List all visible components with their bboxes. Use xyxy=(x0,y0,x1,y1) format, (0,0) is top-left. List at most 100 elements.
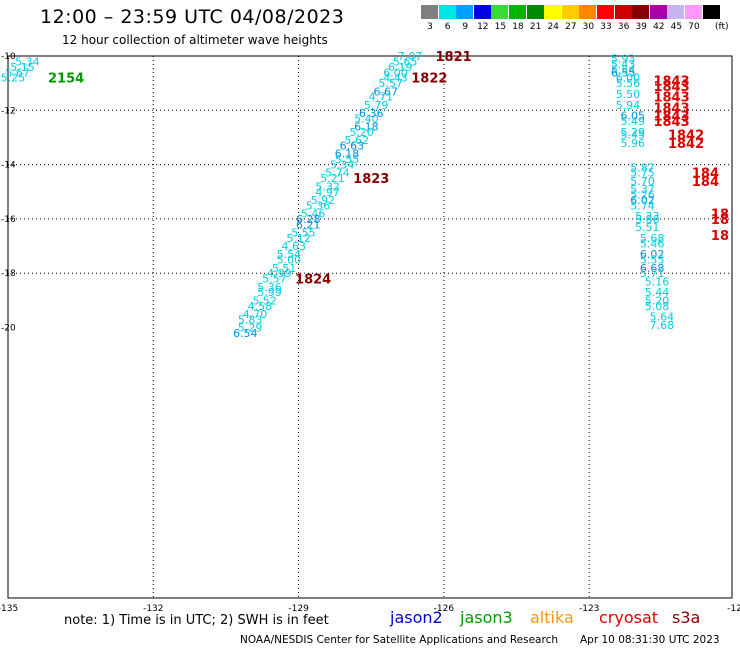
swh-value: 5.26 xyxy=(630,188,655,201)
swh-value: 4.97 xyxy=(315,186,340,199)
pass-time-label: 1843 xyxy=(653,115,689,130)
lat-tick-label: -18 xyxy=(1,269,16,279)
pass-time-label: 1843 xyxy=(653,80,689,95)
legend-label: 70 xyxy=(688,22,700,32)
swh-value: 6.63 xyxy=(340,140,365,153)
swh-value: 5.49 xyxy=(621,115,646,128)
swh-value: 6.18 xyxy=(335,148,360,161)
legend-label: 33 xyxy=(600,22,612,32)
legend-swatch xyxy=(561,5,579,19)
pass-time-label: 2154 xyxy=(48,72,84,87)
swh-value: 6.28 xyxy=(296,213,321,226)
legend-swatch xyxy=(544,5,562,19)
swh-value: 4.63 xyxy=(282,240,307,253)
swh-value: 5.70 xyxy=(630,175,655,188)
swh-value: 5.54 xyxy=(277,248,302,261)
swh-value: 5.40 xyxy=(354,112,379,125)
pass-time-label: 1843 xyxy=(653,110,689,125)
legend-label: 42 xyxy=(653,22,665,32)
swh-value: 6.05 xyxy=(621,110,646,123)
swh-value: 5.00 xyxy=(277,254,302,267)
altimeter-tracks: 5.345.155.675.25 21547.075.656.196.004.43… xyxy=(1,50,729,340)
swh-value: 5.55 xyxy=(640,254,665,267)
swh-value: 6.68 xyxy=(640,262,665,275)
swh-value: 5.36 xyxy=(306,199,331,212)
legend-label: 39 xyxy=(635,22,647,32)
lat-tick-label: -16 xyxy=(1,215,16,225)
swh-value: 5.74 xyxy=(325,167,350,180)
pass-time-label: 1843 xyxy=(653,91,689,106)
swh-value: 5.44 xyxy=(645,286,670,299)
swh-value: 5.57 xyxy=(378,77,403,90)
pass-time-label: 1842 xyxy=(668,129,704,144)
swh-value: 6.21 xyxy=(296,218,321,231)
pass-time-label: 184 xyxy=(692,167,719,182)
swh-value: 5.32 xyxy=(315,180,340,193)
map-gridlines xyxy=(8,56,732,598)
swh-value: 5.29 xyxy=(238,322,263,335)
legend-label: 18 xyxy=(512,22,524,32)
axis-tick-labels: -135 -132 -129 -126 -123 -12 -10 -12 -14 -16 -18 -2… xyxy=(0,52,740,614)
legend-swatch xyxy=(685,5,702,19)
swh-value: 5.37 xyxy=(630,183,655,196)
swh-value: 6.54 xyxy=(233,327,258,340)
pass-time-label: 18 xyxy=(711,213,729,228)
legend-label: 36 xyxy=(617,22,630,32)
pass-time-label: 1824 xyxy=(295,273,331,288)
credit-text: NOAA/NESDIS Center for Satellite Applica… xyxy=(240,634,558,646)
swh-value: 6.67 xyxy=(374,85,399,98)
generated-timestamp: Apr 10 08:31:30 UTC 2023 xyxy=(580,634,720,646)
swh-value: 6.55 xyxy=(611,66,636,79)
swh-value: 5.55 xyxy=(291,226,316,239)
swh-value: 5.94 xyxy=(616,99,641,112)
swh-value: 5.36 xyxy=(257,281,282,294)
pass-time-label: 1843 xyxy=(653,102,689,117)
track-right-lower: 5.875.755.705.375.266.025.745.235.865.51… xyxy=(630,161,729,331)
swh-value: 5.08 xyxy=(645,300,670,313)
swh-value: 5.29 xyxy=(621,126,646,139)
pass-time-label: 184 xyxy=(692,175,719,190)
track-right-upper: 5.935.435.546.556.005.565.505.946.055.49… xyxy=(611,53,704,152)
swh-value: 5.86 xyxy=(635,213,660,226)
legend-swatch xyxy=(632,5,650,19)
legend-swatch xyxy=(649,5,667,19)
swh-value: 5.15 xyxy=(10,61,35,74)
swh-value: 5.54 xyxy=(611,64,636,77)
swh-value: 5.12 xyxy=(286,232,311,245)
swh-value: 7.68 xyxy=(650,319,675,332)
legend-label: 27 xyxy=(565,22,577,32)
lon-tick-label: -135 xyxy=(0,604,18,614)
swh-value: 5.45 xyxy=(621,129,646,142)
pass-time-label: 1821 xyxy=(435,50,471,65)
pass-time-label: 18 xyxy=(711,229,729,244)
swh-value: 4.99 xyxy=(267,267,292,280)
swh-value: 5.71 xyxy=(640,267,665,280)
legend-swatch xyxy=(614,5,632,19)
swh-value: 5.79 xyxy=(364,99,389,112)
legend-label: 45 xyxy=(670,22,683,32)
swh-value: 5.65 xyxy=(393,55,418,68)
legend-swatch xyxy=(473,5,491,19)
satellite-jason3: jason3 xyxy=(460,608,513,627)
pass-time-label: 1842 xyxy=(668,137,704,152)
lat-tick-label: -20 xyxy=(1,324,16,334)
swh-value: 6.02 xyxy=(640,248,665,261)
swh-value: 6.00 xyxy=(383,66,408,79)
swh-value: 6.36 xyxy=(359,107,384,120)
swh-value: 5.46 xyxy=(301,207,326,220)
swh-value: 5.67 xyxy=(5,66,30,79)
swh-value: 5.23 xyxy=(635,210,660,223)
swh-value: 5.56 xyxy=(616,77,641,90)
legend-swatch xyxy=(438,5,456,19)
map-subtitle: 12 hour collection of altimeter wave hei… xyxy=(62,33,328,47)
swh-value: 6.19 xyxy=(388,61,413,74)
lon-tick-label: -132 xyxy=(143,604,163,614)
swh-value: 5.34 xyxy=(330,159,355,172)
swh-value: 5.50 xyxy=(616,88,641,101)
pass-time-label: 18 xyxy=(711,207,729,222)
swh-value: 5.83 xyxy=(238,313,263,326)
legend-swatch xyxy=(579,5,597,19)
swh-value: 6.18 xyxy=(354,121,379,134)
satellite-altika: altika xyxy=(530,608,574,627)
swh-value: 5.68 xyxy=(640,232,665,245)
